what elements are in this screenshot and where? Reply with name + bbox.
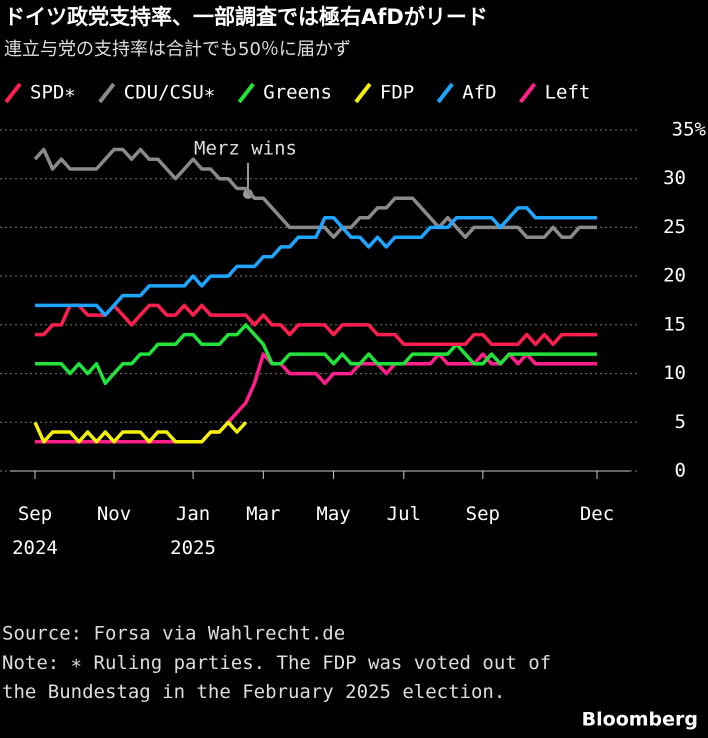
x-tick-label: Dec: [580, 503, 614, 525]
y-tick-label: 20: [663, 265, 686, 287]
y-tick-label: 0: [675, 460, 686, 482]
chart-title: ドイツ政党支持率、一部調査では極右AfDがリード: [4, 5, 488, 29]
x-tick-label: Sep 2024: [12, 503, 58, 559]
x-tick-label: Jul: [387, 503, 421, 525]
legend-swatch: [237, 82, 255, 104]
x-tick-label: Sep: [466, 503, 500, 525]
x-tick-label: Mar: [246, 503, 280, 525]
legend-swatch: [436, 82, 454, 104]
y-tick-label: 25: [663, 216, 686, 238]
series-line: [35, 323, 597, 386]
legend-label: Greens: [263, 82, 332, 104]
note: Note: ∗ Ruling parties. The FDP was vote…: [2, 652, 551, 703]
legend-label: CDU/CSU∗: [124, 82, 216, 104]
y-tick-label: 5: [675, 411, 686, 433]
legend-label: SPD∗: [30, 82, 76, 104]
legend-label: Left: [545, 82, 591, 104]
brand-logo: Bloomberg: [582, 709, 698, 731]
legend-label: AfD: [462, 82, 496, 104]
chart-subtitle: 連立与党の支持率は合計でも50％に届かず: [4, 39, 351, 60]
legend-swatch: [518, 82, 537, 104]
series-line: [35, 303, 597, 347]
legend-swatch: [4, 82, 22, 104]
x-tick-label: May: [316, 503, 350, 525]
x-tick-label: Nov: [97, 503, 131, 525]
y-tick-label: 15: [663, 313, 686, 335]
source: Source: Forsa via Wahlrecht.de: [2, 623, 345, 645]
legend-swatch: [354, 82, 372, 104]
series-line: [33, 147, 597, 239]
legend-swatch: [98, 82, 116, 104]
series-line: [35, 206, 597, 317]
y-tick-label: 35%: [672, 119, 707, 141]
y-tick-label: 10: [663, 362, 686, 384]
legend-label: FDP: [380, 82, 414, 104]
x-tick-label: Jan 2025: [170, 503, 216, 559]
y-tick-label: 30: [663, 167, 686, 189]
annotation: Merz wins: [194, 138, 297, 160]
series-line: [33, 420, 248, 444]
